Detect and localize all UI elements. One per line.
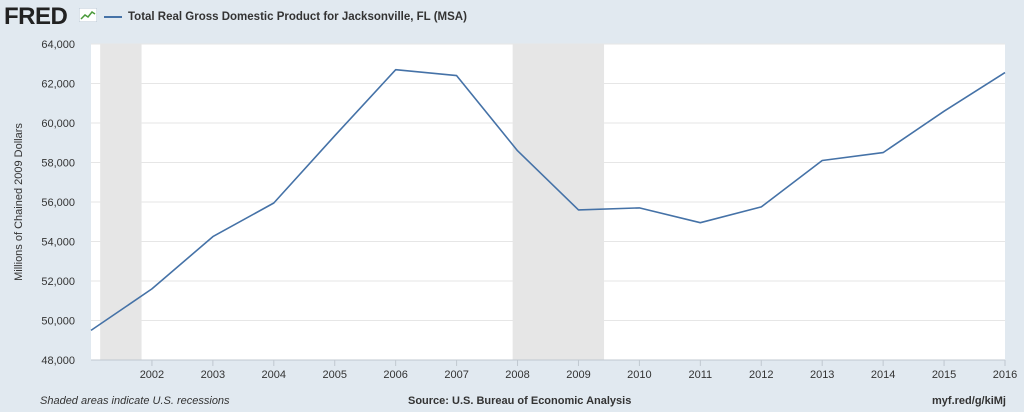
x-tick-label: 2003 <box>201 369 225 381</box>
y-tick-label: 48,000 <box>41 355 75 367</box>
x-tick-label: 2002 <box>140 369 164 381</box>
data-point-2003[interactable] <box>210 234 216 240</box>
y-tick-label: 58,000 <box>41 158 75 170</box>
chart-legend[interactable]: Total Real Gross Domestic Product for Ja… <box>104 8 467 26</box>
series-line-0[interactable] <box>90 68 1006 332</box>
data-point-2008[interactable] <box>515 148 521 154</box>
data-point-2012[interactable] <box>758 204 764 210</box>
series-lines <box>88 67 1008 333</box>
data-point-2006[interactable] <box>393 67 399 73</box>
fred-logo[interactable]: FRED <box>4 3 68 30</box>
x-tick-label: 2010 <box>627 369 651 381</box>
x-tick-label: 2011 <box>689 369 713 381</box>
y-tick-label: 60,000 <box>41 118 75 130</box>
data-point-2004[interactable] <box>271 200 277 206</box>
x-tick-label: 2016 <box>993 369 1017 381</box>
legend-swatch <box>104 16 122 18</box>
x-tick-label: 2013 <box>810 369 834 381</box>
x-tick-label: 2007 <box>444 369 468 381</box>
legend-label: Total Real Gross Domestic Product for Ja… <box>128 11 467 23</box>
gridlines <box>91 43 1005 361</box>
recession-note: Shaded areas indicate U.S. recessions <box>40 395 230 407</box>
data-point-2011[interactable] <box>697 220 703 226</box>
x-tick-label: 2014 <box>871 369 895 381</box>
data-point-2005[interactable] <box>332 133 338 139</box>
x-tick-label: 2009 <box>566 369 590 381</box>
y-tick-label: 52,000 <box>41 276 75 288</box>
data-point-2015[interactable] <box>941 108 947 114</box>
y-axis-label: Millions of Chained 2009 Dollars <box>13 123 25 281</box>
y-tick-label: 56,000 <box>41 197 75 209</box>
fred-sparkline-icon <box>79 8 97 22</box>
data-point-2002[interactable] <box>149 286 155 292</box>
data-point-2001[interactable] <box>88 327 94 333</box>
y-tick-label: 62,000 <box>41 79 75 91</box>
x-tick-label: 2008 <box>505 369 529 381</box>
x-tick-label: 2004 <box>262 369 286 381</box>
y-tick-label: 64,000 <box>41 39 75 51</box>
chart-header: FRED Total Real Gross Domestic Product f… <box>0 0 1024 36</box>
data-point-2007[interactable] <box>454 73 460 79</box>
data-point-2016[interactable] <box>1002 70 1008 76</box>
x-tick-label: 2015 <box>932 369 956 381</box>
short-link[interactable]: myf.red/g/kiMj <box>932 395 1006 407</box>
data-point-2009[interactable] <box>575 207 581 213</box>
y-axis-ticks: 48,000 50,000 52,000 54,000 56,000 58,000 60,0… <box>41 39 75 367</box>
source-note: Source: U.S. Bureau of Economic Analysis <box>408 395 632 407</box>
x-tick-label: 2006 <box>383 369 407 381</box>
x-axis-ticks: 2002 2003 2004 2005 2006 2007 2008 2009 2010 2011… <box>140 360 1017 381</box>
y-tick-label: 54,000 <box>41 237 75 249</box>
data-point-2013[interactable] <box>819 158 825 164</box>
y-tick-label: 50,000 <box>41 316 75 328</box>
data-point-2010[interactable] <box>636 205 642 211</box>
data-point-2014[interactable] <box>880 150 886 156</box>
x-tick-label: 2012 <box>749 369 773 381</box>
x-tick-label: 2005 <box>322 369 346 381</box>
